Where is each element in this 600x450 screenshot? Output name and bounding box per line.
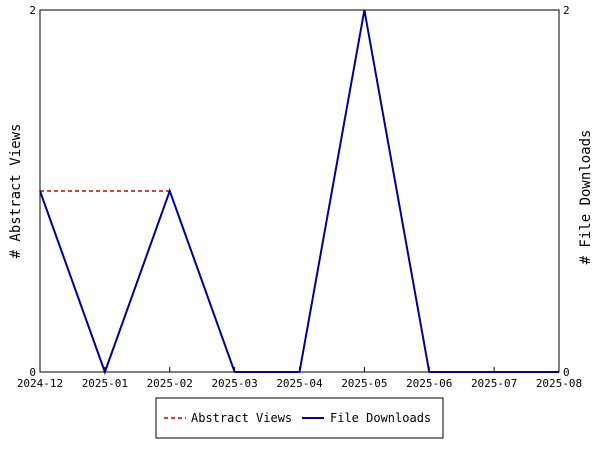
y-axis-right-title: # File Downloads [578,130,594,265]
x-tick-label: 2024-12 [17,377,63,390]
legend-label-abstract-views: Abstract Views [191,411,292,425]
x-tick-label: 2025-08 [536,377,582,390]
y-tick-label-left: 0 [29,366,36,379]
legend-label-file-downloads: File Downloads [330,411,431,425]
x-tick-label: 2025-05 [341,377,387,390]
legend: Abstract Views File Downloads [155,397,444,439]
y-axis-left-title: # Abstract Views [8,124,24,259]
ticks-layer: 2024-12 2025-01 2025-02 2025-03 2025-04 2025-… [17,4,582,390]
x-tick-label: 2025-02 [147,377,193,390]
x-tick-label: 2025-07 [471,377,517,390]
y-tick-label-left: 2 [29,4,36,17]
x-tick-label: 2025-01 [82,377,128,390]
x-tick-label: 2025-04 [276,377,323,390]
x-tick-label: 2025-03 [211,377,257,390]
x-tick-label: 2025-06 [406,377,452,390]
legend-box [155,397,444,439]
y-tick-label-right: 2 [563,4,570,17]
y-tick-label-right: 0 [563,366,570,379]
